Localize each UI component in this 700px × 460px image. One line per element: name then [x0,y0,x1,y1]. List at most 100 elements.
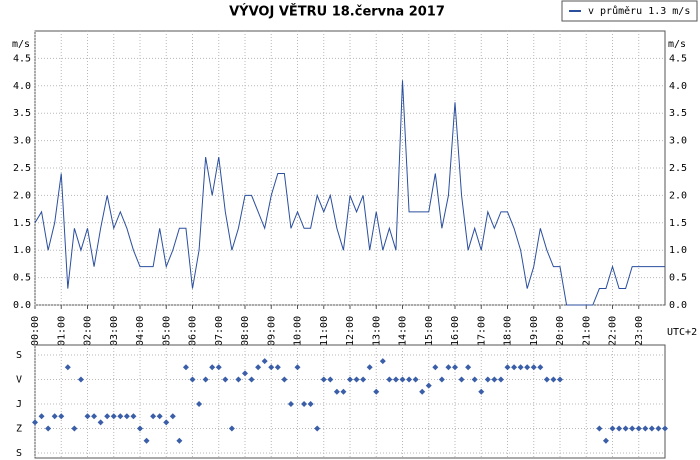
wind-speed-line [34,80,665,306]
direction-point [189,376,196,383]
direction-point [64,364,71,371]
direction-point [366,364,373,371]
y-axis-unit-right: m/s [668,39,686,50]
direction-point [45,425,52,432]
direction-point [255,364,262,371]
direction-point [294,364,301,371]
y-tick-label-right: 2.5 [669,163,687,174]
direction-point [622,425,629,432]
direction-point [242,370,248,377]
x-tick-label: 09:00 [266,316,277,346]
direction-point [386,376,393,383]
x-tick-label: 01:00 [56,316,67,346]
direction-point [169,413,176,420]
direction-point [491,376,498,383]
x-tick-label: 13:00 [371,316,382,346]
y-tick-label: 1.0 [13,245,31,256]
direction-point [182,364,189,371]
x-tick-label: 10:00 [293,316,304,346]
y-axis-unit: m/s [12,39,30,50]
direction-point [524,364,531,371]
direction-point [511,364,518,371]
direction-point [163,419,170,426]
y-tick-label: 1.5 [13,218,31,229]
direction-point [261,358,268,365]
direction-point [287,401,294,407]
y-tick-label: 2.0 [13,190,31,201]
direction-point [471,376,478,383]
direction-point [301,401,308,407]
direction-point [235,376,242,383]
x-tick-label: 08:00 [240,316,251,346]
y-tick-label-right: 0.0 [669,300,687,311]
y-tick-label-right: 0.5 [669,273,687,284]
direction-point [602,437,609,444]
direction-point [557,376,563,383]
direction-point [635,425,642,432]
x-tick-label: 16:00 [450,316,461,346]
direction-point [425,382,432,389]
direction-point [97,419,104,426]
direction-point [412,376,419,383]
y-tick-label: 0.5 [13,273,31,284]
direction-point [327,376,334,383]
direction-point [504,364,511,371]
direction-point [314,425,321,432]
y-tick-label-right: 2.0 [669,190,687,201]
direction-point [616,425,623,432]
direction-point [196,401,203,407]
x-tick-label: 14:00 [398,316,409,346]
y-tick-label-right: 3.0 [669,136,687,147]
y-tick-label: S [16,448,22,459]
direction-point [353,376,360,383]
y-tick-label-right: 1.0 [669,245,687,256]
y-tick-label-right: 3.5 [669,108,687,119]
x-tick-label: 04:00 [135,316,146,346]
x-tick-label: 02:00 [83,316,94,346]
direction-point [629,425,636,432]
direction-point [209,364,216,371]
direction-point [347,376,353,383]
direction-point [143,437,150,444]
y-tick-label: 4.5 [13,53,31,64]
direction-point [452,364,458,371]
x-tick-label: 20:00 [555,316,566,346]
direction-point [248,376,255,383]
direction-point [648,425,655,432]
y-tick-label: Z [16,424,22,435]
direction-point [484,376,491,383]
direction-point [642,425,649,432]
direction-point [379,358,386,365]
direction-point [51,413,58,420]
direction-point [655,425,662,432]
direction-point [130,413,137,420]
y-tick-label: V [16,375,22,386]
direction-point [32,419,38,426]
y-tick-label-right: 4.0 [669,81,687,92]
timezone-note: UTC+2 [667,327,697,338]
direction-point [215,364,222,371]
legend [561,0,698,22]
y-tick-label: 2.5 [13,163,31,174]
direction-point [333,388,340,395]
direction-point [609,425,616,432]
direction-point [268,364,275,371]
direction-point [543,376,550,383]
direction-point [38,413,45,420]
y-tick-label-right: 4.5 [669,53,687,64]
direction-point [117,413,124,420]
direction-point [281,376,288,383]
direction-point [419,388,426,395]
x-tick-label: 03:00 [109,316,120,346]
direction-point [360,376,367,383]
direction-point [438,376,445,383]
chart-title: VÝVOJ VĚTRU 18.června 2017 [229,4,445,20]
direction-point [71,425,78,432]
x-tick-label: 00:00 [30,316,41,346]
direction-point [530,364,537,371]
direction-point [432,364,439,371]
x-tick-label: 12:00 [345,316,356,346]
x-tick-label: 15:00 [424,316,435,346]
y-tick-label: 3.5 [13,108,31,119]
